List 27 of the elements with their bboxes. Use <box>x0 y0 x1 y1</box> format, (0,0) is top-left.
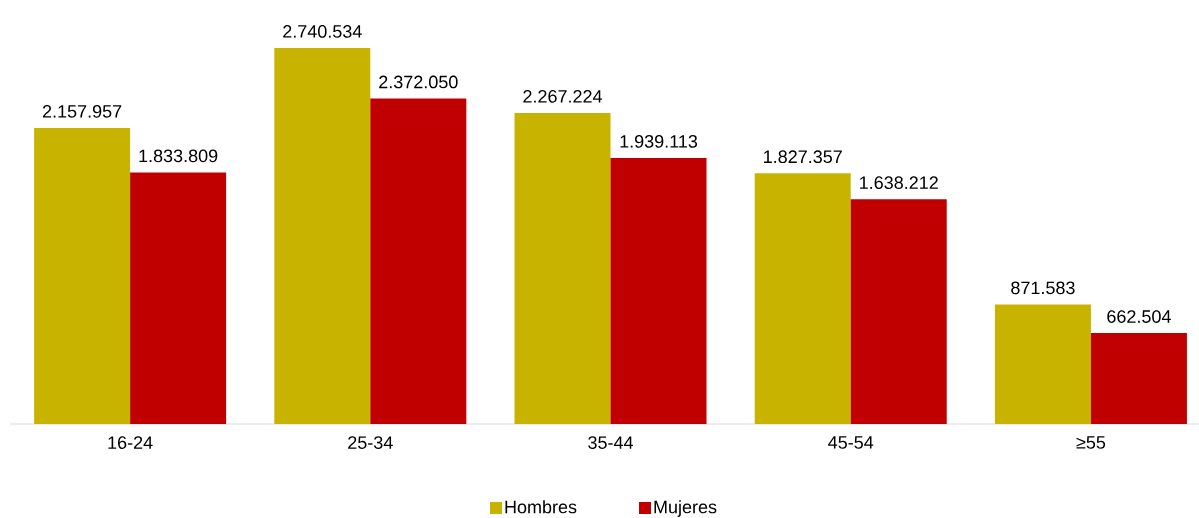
data-label: 2.372.050 <box>379 75 458 89</box>
bar <box>130 172 227 424</box>
data-label: 1.638.212 <box>860 176 938 190</box>
data-label: 2.267.224 <box>523 90 603 103</box>
x-tick-label: 25-34 <box>348 436 393 449</box>
bar <box>754 173 851 424</box>
data-label: 2.157.957 <box>42 104 122 118</box>
bar <box>850 199 947 424</box>
x-tick-label: ≥55 <box>1076 436 1106 449</box>
data-label: 662.504 <box>1107 310 1171 323</box>
bar <box>34 127 131 424</box>
legend-label: Mujeres <box>654 500 717 517</box>
bar <box>274 48 371 424</box>
data-label: 871.583 <box>1011 281 1075 295</box>
bar <box>994 304 1091 424</box>
data-label: 1.827.357 <box>764 150 842 164</box>
x-tick-label: 45-54 <box>828 436 874 449</box>
x-tick-label: 16-24 <box>108 436 153 449</box>
x-tick-label: 35-44 <box>588 436 633 449</box>
data-label: 1.939.113 <box>620 135 698 148</box>
bar <box>370 98 467 424</box>
data-label: 1.833.809 <box>139 149 218 163</box>
legend-label: Hombres <box>505 500 577 514</box>
bar <box>514 112 611 424</box>
bar <box>1090 333 1187 424</box>
data-label: 2.740.534 <box>283 25 362 38</box>
bar <box>610 157 707 424</box>
